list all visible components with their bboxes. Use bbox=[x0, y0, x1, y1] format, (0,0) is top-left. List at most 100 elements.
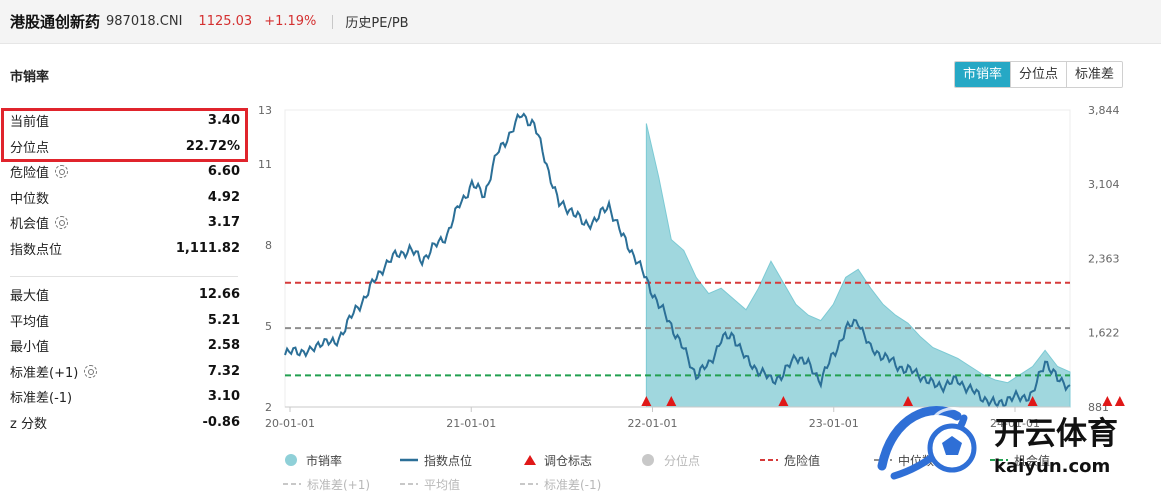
legend-mean[interactable]: 平均值 bbox=[400, 477, 460, 492]
header-bar: 港股通创新药 987018.CNI 1125.03 +1.19% 历史PE/PB bbox=[0, 0, 1161, 44]
index-change: +1.19% bbox=[264, 14, 317, 29]
y-left-tick-label: 5 bbox=[265, 320, 272, 333]
gear-icon[interactable] bbox=[84, 364, 98, 378]
legend-swatch bbox=[285, 454, 297, 466]
legend-label: 机会值 bbox=[1014, 453, 1050, 468]
index-line-layer bbox=[284, 112, 1071, 409]
y-right-tick-label: 3,104 bbox=[1088, 178, 1120, 191]
legend-percentile[interactable]: 分位点 bbox=[642, 453, 700, 468]
rebalance-marker[interactable] bbox=[1027, 396, 1038, 406]
logo-domain-text: kaiyun.com bbox=[994, 456, 1110, 477]
history-pe-pb-link[interactable]: 历史PE/PB bbox=[345, 16, 409, 31]
rebalance-marker[interactable] bbox=[778, 396, 789, 406]
stat-value: 4.92 bbox=[207, 189, 240, 205]
logo-emblem bbox=[877, 405, 977, 480]
legend-std-plus[interactable]: 标准差(+1) bbox=[283, 478, 370, 492]
rebalance-marker[interactable] bbox=[1114, 396, 1125, 406]
y-right-tick-label: 1,622 bbox=[1088, 327, 1120, 340]
legend-swatch bbox=[524, 455, 536, 465]
watermark-logo: 开云体育 kaiyun.com bbox=[877, 405, 1118, 480]
stat-z-score: z 分数 -0.86 bbox=[0, 410, 248, 436]
stat-label: 中位数 bbox=[10, 191, 50, 207]
index-price: 1125.03 bbox=[198, 14, 253, 29]
stat-label: 最大值 bbox=[10, 289, 50, 305]
legend-index-points[interactable]: 指数点位 bbox=[400, 453, 472, 468]
stat-value: 3.10 bbox=[207, 389, 240, 405]
stat-label: 标准差(-1) bbox=[10, 391, 73, 407]
legend-danger[interactable]: 危险值 bbox=[760, 453, 820, 468]
stats-panel: 当前值 3.40 分位点 22.72% 危险值 6.60 中位数 4.92 机会值 3.1… bbox=[0, 108, 248, 435]
stat-value: 3.40 bbox=[207, 113, 240, 129]
stat-label-wrap: 机会值 bbox=[10, 213, 69, 233]
stats-divider bbox=[10, 276, 238, 277]
stat-label: 指数点位 bbox=[10, 242, 63, 258]
legend: 市销率 指数点位 调仓标志 分位点 危险值 中位数 机会值 标准差( bbox=[283, 453, 1050, 492]
stat-mean: 平均值 5.21 bbox=[0, 308, 248, 334]
legend-opportunity[interactable]: 机会值 bbox=[990, 453, 1050, 468]
gear-icon[interactable] bbox=[55, 165, 69, 179]
legend-label: 危险值 bbox=[784, 453, 820, 468]
stat-value: 7.32 bbox=[207, 363, 240, 379]
y-right-tick-label: 3,844 bbox=[1088, 104, 1120, 117]
x-tick-label: 24-01-01 bbox=[990, 417, 1040, 430]
rebalance-marker[interactable] bbox=[641, 396, 652, 406]
legend-label: 调仓标志 bbox=[544, 454, 592, 468]
legend-std-minus[interactable]: 标准差(-1) bbox=[520, 478, 601, 492]
index-name: 港股通创新药 bbox=[10, 13, 101, 31]
legend-label: 指数点位 bbox=[424, 453, 472, 468]
metric-tabs: 市销率 分位点 标准差 bbox=[954, 61, 1124, 88]
rebalance-marker[interactable] bbox=[903, 396, 914, 406]
tab-std-dev[interactable]: 标准差 bbox=[1066, 62, 1123, 87]
stat-value: 22.72% bbox=[185, 138, 240, 154]
legend-label: 平均值 bbox=[424, 477, 460, 492]
logo-brand-text: 开云体育 bbox=[994, 416, 1118, 452]
rebalance-marker[interactable] bbox=[666, 396, 677, 406]
stat-max: 最大值 12.66 bbox=[0, 282, 248, 308]
legend-label: 市销率 bbox=[306, 453, 342, 468]
legend-swatch bbox=[642, 454, 654, 466]
legend-label: 分位点 bbox=[664, 453, 700, 468]
x-tick-label: 20-01-01 bbox=[265, 417, 315, 430]
stat-label-wrap: 标准差(+1) bbox=[10, 362, 98, 381]
index-code: 987018.CNI bbox=[106, 14, 183, 29]
stat-median: 中位数 4.92 bbox=[0, 185, 248, 211]
stat-value: -0.86 bbox=[202, 414, 240, 430]
stat-value: 12.66 bbox=[198, 287, 240, 303]
stat-danger-value: 危险值 6.60 bbox=[0, 159, 248, 185]
rebalance-marker[interactable] bbox=[1102, 396, 1113, 406]
stat-value: 5.21 bbox=[207, 312, 240, 328]
stat-value: 6.60 bbox=[207, 164, 240, 180]
stat-value: 3.17 bbox=[207, 215, 240, 231]
y-left-tick-label: 13 bbox=[258, 104, 272, 117]
stat-label: z 分数 bbox=[10, 416, 47, 432]
x-tick-label: 22-01-01 bbox=[628, 417, 678, 430]
stat-current-value: 当前值 3.40 bbox=[0, 108, 248, 134]
stat-std-minus: 标准差(-1) 3.10 bbox=[0, 384, 248, 410]
y-left-tick-label: 11 bbox=[258, 158, 272, 171]
stat-label: 分位点 bbox=[10, 140, 50, 156]
legend-rebalance[interactable]: 调仓标志 bbox=[524, 454, 592, 468]
rebalance-markers bbox=[641, 396, 1125, 406]
stat-min: 最小值 2.58 bbox=[0, 333, 248, 359]
x-axis: 20-01-01 21-01-01 22-01-01 23-01-01 24-01-01 bbox=[265, 407, 1040, 430]
gear-icon[interactable] bbox=[55, 216, 69, 230]
header-divider bbox=[332, 14, 334, 29]
legend-label: 标准差(+1) bbox=[307, 478, 370, 492]
section-title: 市销率 bbox=[10, 70, 50, 85]
y-axis-left: 13 11 8 5 2 bbox=[258, 104, 272, 414]
stat-value: 1,111.82 bbox=[175, 240, 240, 256]
tab-percentile[interactable]: 分位点 bbox=[1010, 62, 1067, 87]
y-left-tick-label: 2 bbox=[265, 401, 272, 414]
stat-opportunity-value: 机会值 3.17 bbox=[0, 210, 248, 236]
stat-label-wrap: 危险值 bbox=[10, 162, 69, 182]
tab-ps-ratio[interactable]: 市销率 bbox=[955, 62, 1011, 87]
stat-percentile: 分位点 22.72% bbox=[0, 134, 248, 160]
stat-label: 平均值 bbox=[10, 314, 50, 330]
stat-label: 危险值 bbox=[10, 166, 50, 182]
stat-label: 标准差(+1) bbox=[10, 365, 79, 381]
legend-ps-ratio[interactable]: 市销率 bbox=[285, 453, 342, 468]
x-tick-label: 23-01-01 bbox=[809, 417, 859, 430]
stat-label: 机会值 bbox=[10, 217, 50, 233]
